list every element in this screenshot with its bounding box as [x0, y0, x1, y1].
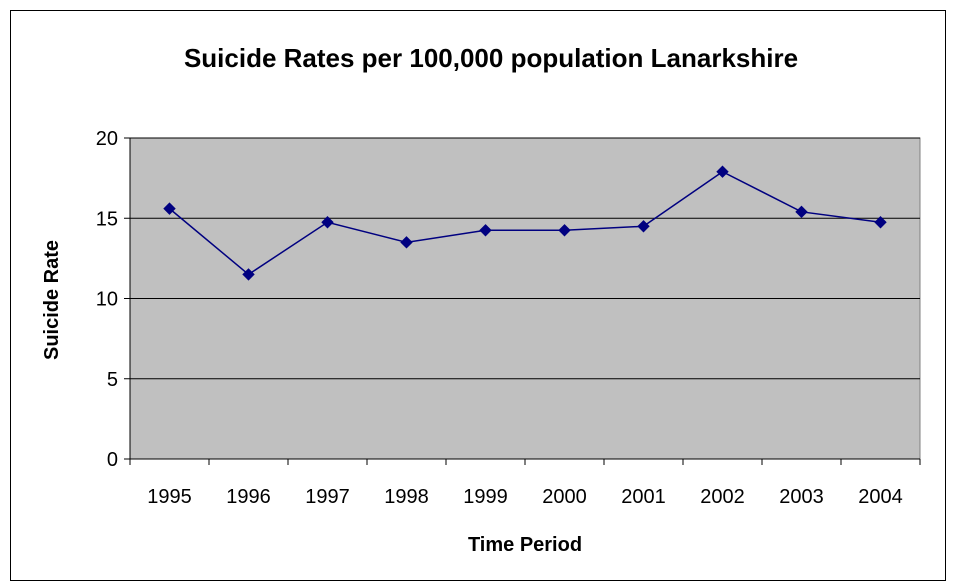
data-point-marker [874, 216, 887, 229]
chart-title: Suicide Rates per 100,000 population Lan… [184, 43, 798, 73]
gridlines [130, 137, 920, 380]
data-point-marker [637, 220, 650, 233]
data-point-marker [321, 216, 334, 229]
y-axis-title: Suicide Rate [41, 240, 63, 360]
series-group [163, 165, 887, 281]
y-tick-label: 0 [107, 449, 118, 471]
data-point-marker [558, 224, 571, 237]
x-tick-label: 2003 [779, 486, 824, 508]
series-line [169, 170, 881, 276]
x-tick-label: 1995 [147, 486, 192, 508]
data-point-marker [795, 205, 808, 219]
y-axis-ticks: 0 5 10 15 20 [96, 128, 118, 471]
x-axis-ticks: 1995 1996 1997 1998 1999 2000 2001 2002 2003 2004 [147, 486, 903, 508]
data-point-marker [400, 236, 413, 249]
data-point-marker [479, 224, 492, 237]
x-tick-label: 2004 [858, 486, 903, 508]
x-tick-label: 1999 [463, 486, 508, 508]
x-tick-label: 2000 [542, 486, 587, 508]
y-tick-label: 5 [107, 369, 118, 391]
x-axis-title: Time Period [468, 534, 582, 556]
x-tick-label: 1996 [226, 486, 271, 508]
y-tick-label: 10 [96, 289, 118, 311]
data-point-marker [242, 268, 255, 281]
y-tick-label: 20 [96, 128, 118, 150]
x-tick-label: 1997 [305, 486, 350, 508]
x-tick-label: 2001 [621, 486, 666, 508]
axes [124, 137, 921, 465]
y-tick-label: 15 [96, 208, 118, 230]
data-point-marker [163, 202, 176, 215]
data-point-marker [716, 165, 729, 178]
x-tick-label: 1998 [384, 486, 429, 508]
x-tick-label: 2002 [700, 486, 745, 508]
